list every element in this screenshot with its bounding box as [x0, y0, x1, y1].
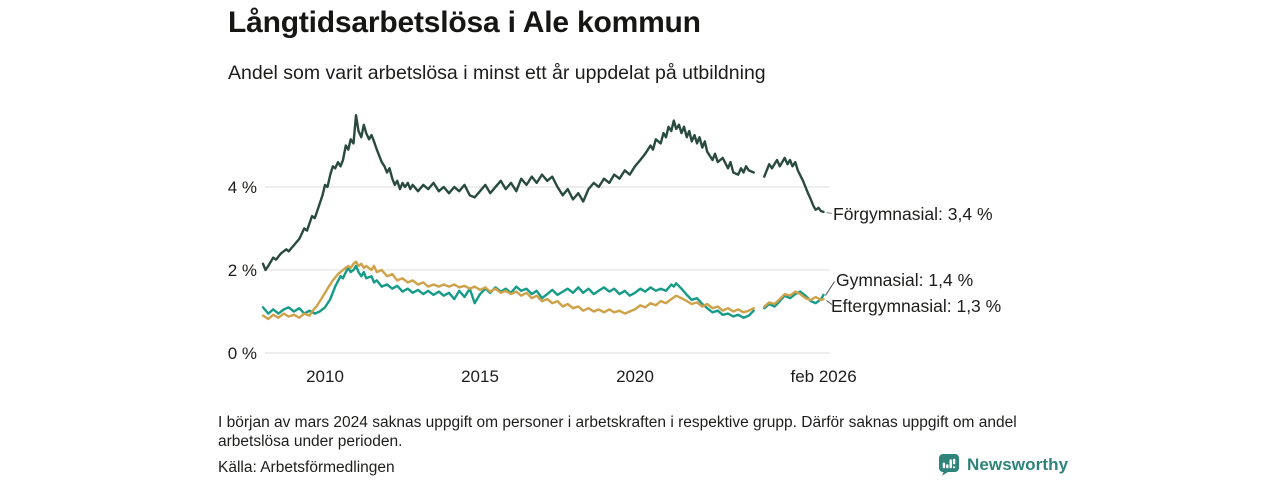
- x-axis-tick-label: 2010: [306, 367, 344, 386]
- x-axis-tick-label: feb 2026: [790, 367, 856, 386]
- series-label-gymnasial: Gymnasial: 1,4 %: [836, 270, 974, 290]
- series-line-forgymnasial: [261, 114, 825, 272]
- series-label-eftergymnasial: Eftergymnasial: 1,3 %: [831, 296, 1002, 316]
- chart-subtitle: Andel som varit arbetslösa i minst ett å…: [228, 62, 766, 84]
- series-line-eftergymnasial: [261, 260, 825, 321]
- newsworthy-bubble-chart-icon: [939, 454, 959, 476]
- y-axis-tick-label: 4 %: [228, 178, 257, 197]
- leader-line-forgymnasial: [826, 212, 833, 214]
- x-axis-tick-label: 2020: [616, 367, 654, 386]
- series-label-forgymnasial: Förgymnasial: 3,4 %: [833, 204, 993, 224]
- x-axis-tick-label: 2015: [461, 367, 499, 386]
- series-line-gymnasial: [261, 264, 825, 319]
- y-axis-tick-label: 0 %: [228, 344, 257, 363]
- newsworthy-logo: Newsworthy: [938, 453, 1068, 476]
- source-line: Källa: Arbetsförmedlingen: [218, 459, 395, 476]
- newsworthy-wordmark: Newsworthy: [967, 454, 1069, 474]
- data-gap-footnote: I början av mars 2024 saknas uppgift om …: [218, 414, 1017, 450]
- chart-title: Långtidsarbetslösa i Ale kommun: [228, 6, 701, 39]
- leader-lines: [825, 212, 835, 305]
- y-axis-tick-label: 2 %: [228, 261, 257, 280]
